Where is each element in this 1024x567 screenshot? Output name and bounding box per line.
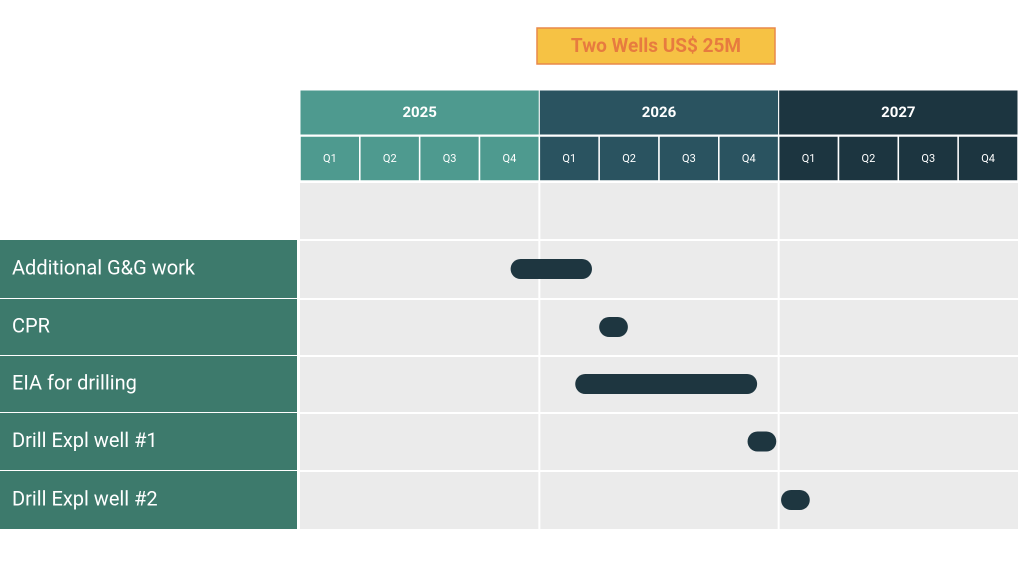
year-header	[538, 89, 780, 136]
year-label: 2026	[642, 103, 677, 121]
quarter-header	[897, 135, 959, 182]
quarter-label: Q1	[562, 152, 576, 165]
year-header	[778, 89, 1019, 136]
year-label: 2027	[881, 103, 915, 121]
task-bar	[781, 490, 810, 510]
quarter-label: Q3	[921, 152, 935, 165]
task-label-cell	[0, 413, 297, 470]
title-box	[536, 27, 776, 65]
quarter-label: Q2	[383, 152, 397, 165]
year-header	[299, 89, 540, 136]
quarter-header	[598, 135, 660, 182]
task-label: CPR	[12, 313, 50, 337]
quarter-label: Q4	[981, 152, 995, 165]
task-label-cell	[0, 240, 297, 298]
quarter-header	[478, 135, 541, 182]
quarter-header	[418, 135, 481, 182]
quarter-header	[777, 135, 840, 182]
quarter-label: Q1	[323, 152, 337, 165]
task-bar	[575, 374, 758, 394]
task-label: EIA for drilling	[12, 370, 137, 394]
task-label-cell	[0, 471, 297, 529]
task-label-cell	[0, 356, 297, 412]
task-bar	[747, 431, 777, 452]
task-bar	[510, 259, 592, 279]
chart-title: Two Wells US$ 25M	[571, 34, 741, 57]
quarter-label: Q3	[443, 152, 457, 165]
task-label: Drill Expl well #1	[12, 428, 158, 452]
task-label: Additional G&G work	[12, 255, 196, 279]
quarter-header	[359, 135, 421, 182]
quarter-label: Q2	[622, 152, 636, 165]
task-label: Drill Expl well #2	[12, 486, 158, 510]
quarter-header	[718, 135, 780, 182]
task-bar	[599, 317, 628, 337]
quarter-label: Q4	[742, 152, 756, 165]
quarter-label: Q3	[682, 152, 696, 165]
year-label: 2025	[402, 103, 436, 121]
quarter-header	[837, 135, 900, 182]
quarter-header	[957, 135, 1019, 182]
quarter-label: Q2	[862, 152, 876, 165]
task-label-cell	[0, 299, 297, 355]
quarter-label: Q1	[802, 152, 816, 165]
quarter-label: Q4	[503, 152, 517, 165]
